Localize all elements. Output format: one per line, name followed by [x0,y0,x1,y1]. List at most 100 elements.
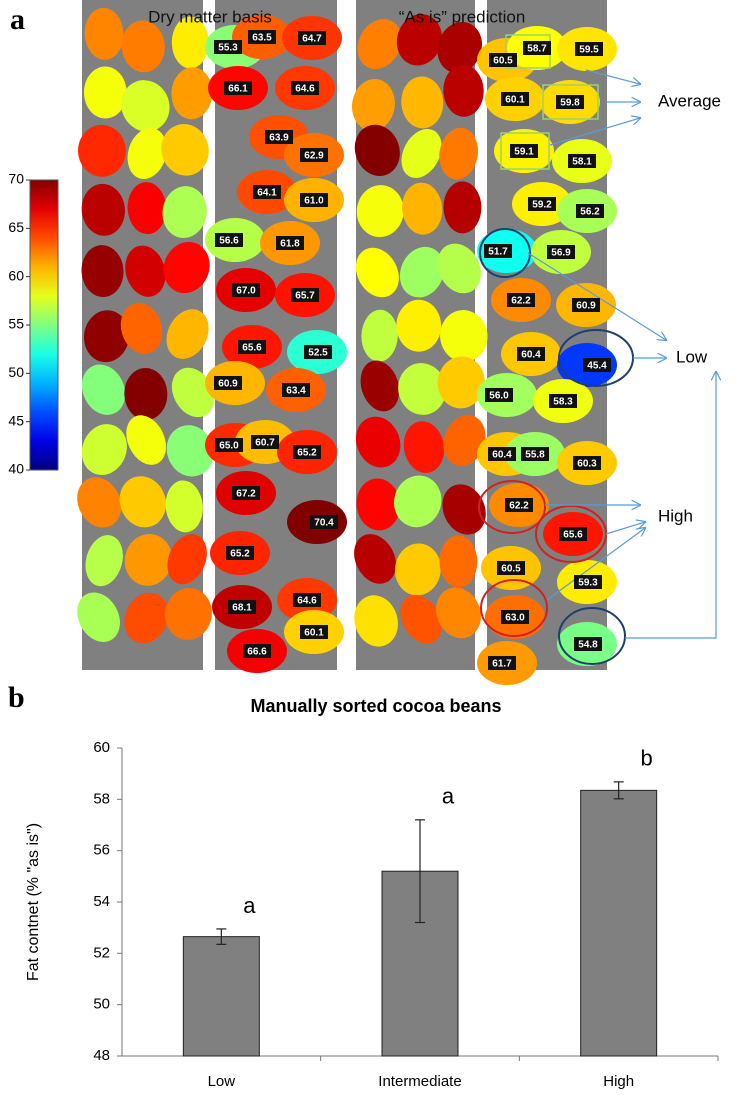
colorbar-tick-label: 55 [8,316,24,332]
bean [360,360,400,412]
bean-label: 64.6 [297,596,317,607]
bean [435,587,481,639]
bean [125,245,166,297]
panel-label: b [8,681,25,714]
label-box [484,244,512,258]
label-box [559,527,587,541]
bean [437,21,483,74]
label-box [505,498,533,512]
error-bar [216,928,227,945]
label-box [485,388,513,402]
chart-title: Manually sorted cocoa beans [250,696,501,716]
label-box [298,31,326,45]
bean-label: 64.6 [295,84,315,95]
colorbar-tick-label: 65 [8,219,24,235]
bean-label: 65.2 [230,549,250,560]
bean-label: 65.2 [297,448,317,459]
bean-label: 59.2 [532,200,552,211]
bean [398,363,446,415]
bean [439,535,478,588]
bean-label: 55.8 [525,450,545,461]
label-box [238,340,266,354]
bean [171,367,215,418]
bean [81,424,127,476]
colorbar [29,179,59,471]
bean [354,595,398,647]
bean-label: 63.9 [269,133,289,144]
label-box [556,95,584,109]
bean [357,19,402,69]
label-box [300,148,328,162]
bean [443,415,486,466]
bean-label: 67.0 [236,286,256,297]
label-box [523,41,551,55]
bean-label: 60.7 [255,438,275,449]
colorbar-tick-label: 40 [8,461,24,477]
bean [355,416,401,468]
bean [442,484,486,535]
bean-label: 59.1 [514,147,534,158]
strip-title: “As is” prediction [399,7,526,26]
label-box [226,546,254,560]
y-tick-label: 50 [93,996,110,1013]
bean [356,185,404,238]
strip-title: Dry matter basis [148,7,272,26]
label-box [501,92,529,106]
bean [167,534,207,585]
bean [127,127,167,180]
label-box [488,447,516,461]
y-axis-label: Fat contnet (% "as is") [25,823,42,981]
bean-label: 70.4 [314,518,334,529]
bean [164,587,212,640]
bean-label: 67.2 [236,489,256,500]
bean-label: 60.4 [521,350,541,361]
label-box [253,185,281,199]
label-box [224,81,252,95]
label-box [232,486,260,500]
bean [83,66,127,119]
bean [162,186,207,238]
bean-label: 61.8 [280,239,300,250]
label-box [282,383,310,397]
label-box [265,130,293,144]
label-box [293,445,321,459]
bean-label: 60.9 [576,301,596,312]
label-box [300,625,328,639]
bean [127,182,167,235]
bean [81,364,126,415]
label-box [488,656,516,670]
bean [396,299,442,352]
bean [85,535,123,587]
label-box [497,561,525,575]
bean [437,356,485,409]
label-box [232,283,260,297]
annotation: High [658,506,693,525]
label-box [291,288,319,302]
y-tick-label: 58 [93,790,110,807]
x-tick-label: Intermediate [378,1073,461,1090]
error-bar [613,781,624,800]
bean [119,476,167,528]
bean-label: 63.4 [286,386,306,397]
colorbar-tick-label: 50 [8,364,24,380]
bean [120,302,163,354]
bean [124,534,173,586]
bean-label: 65.0 [219,441,239,452]
label-box [575,42,603,56]
bean-label: 62.2 [509,501,529,512]
bean [124,592,169,644]
label-box [215,438,243,452]
bean-label: 51.7 [488,247,508,258]
bean [394,543,441,596]
y-tick-label: 52 [93,944,110,961]
label-box [547,245,575,259]
bean [121,80,170,132]
bean-label: 52.5 [308,348,328,359]
bean-label: 45.4 [587,361,607,372]
bean [84,7,124,60]
panel-label: a [10,3,25,36]
annotation-shapes [478,34,634,665]
label-box [510,144,538,158]
bean [354,534,397,584]
